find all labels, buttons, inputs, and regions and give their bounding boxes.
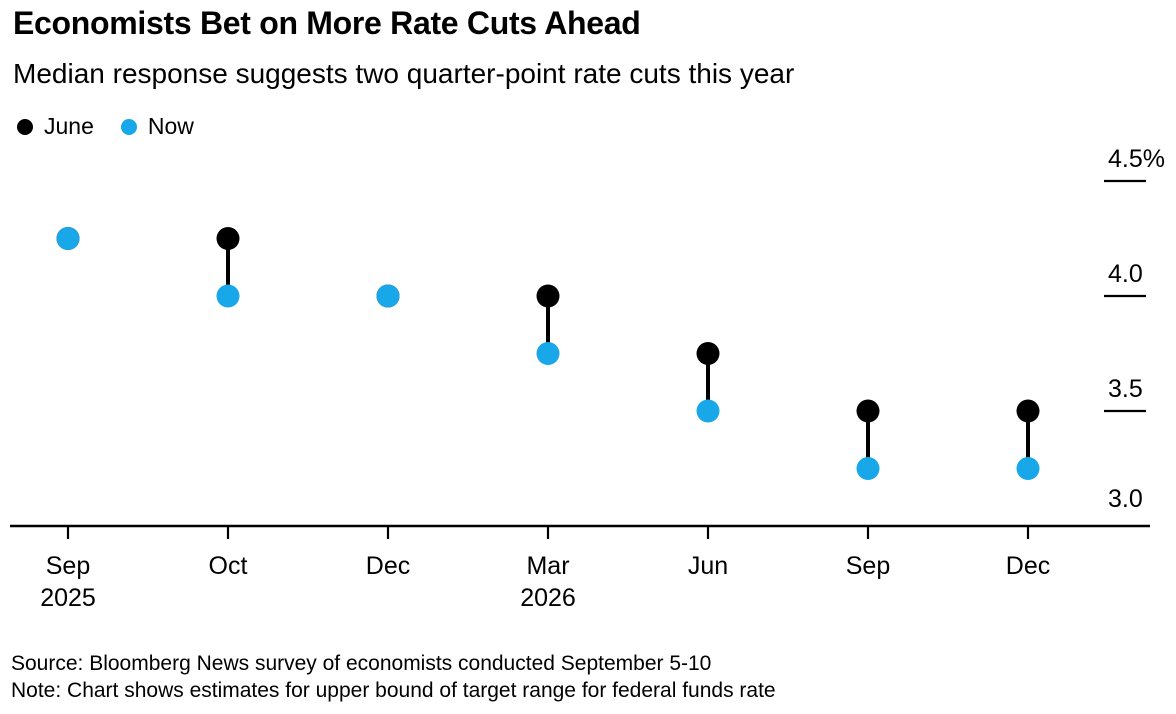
legend-item-now: Now (120, 113, 194, 140)
dot-june (536, 284, 560, 308)
legend: June Now (17, 113, 194, 140)
x-tick-label: Dec (366, 552, 410, 580)
legend-item-june: June (17, 113, 94, 140)
x-tick-label: Oct (209, 552, 248, 580)
x-tick-label: Sep (846, 552, 890, 580)
dot-june (216, 227, 240, 250)
y-tick-label: 3.5 (1108, 375, 1143, 403)
y-tick-label: 4.0 (1108, 260, 1143, 288)
x-tick-sublabel: 2026 (520, 584, 576, 612)
y-tick-label: 3.0 (1108, 485, 1143, 513)
dot-june (1016, 399, 1040, 423)
x-tick-label: Sep (46, 552, 90, 580)
legend-dot-now-icon (120, 118, 137, 135)
dot-now (696, 399, 720, 423)
dot-now (56, 227, 80, 250)
dot-june (856, 399, 880, 423)
legend-dot-june-icon (17, 118, 33, 135)
chart-title: Economists Bet on More Rate Cuts Ahead (13, 5, 641, 41)
legend-label-now: Now (147, 113, 194, 139)
dot-june (696, 342, 720, 365)
x-tick-label: Dec (1006, 552, 1050, 580)
dot-now (856, 457, 880, 480)
legend-label-june: June (44, 113, 94, 139)
x-tick-sublabel: 2025 (40, 584, 96, 612)
y-tick-label: 4.5% (1108, 145, 1165, 173)
chart-subtitle: Median response suggests two quarter-poi… (13, 58, 795, 89)
x-tick-label: Mar (526, 552, 569, 580)
dot-now (216, 284, 240, 308)
x-tick-label: Jun (688, 552, 728, 580)
dot-now (376, 284, 400, 308)
note-line: Note: Chart shows estimates for upper bo… (11, 678, 776, 702)
footer: Source: Bloomberg News survey of economi… (11, 651, 776, 704)
dot-now (536, 342, 560, 365)
dot-now (1016, 457, 1040, 480)
source-line: Source: Bloomberg News survey of economi… (11, 652, 712, 675)
